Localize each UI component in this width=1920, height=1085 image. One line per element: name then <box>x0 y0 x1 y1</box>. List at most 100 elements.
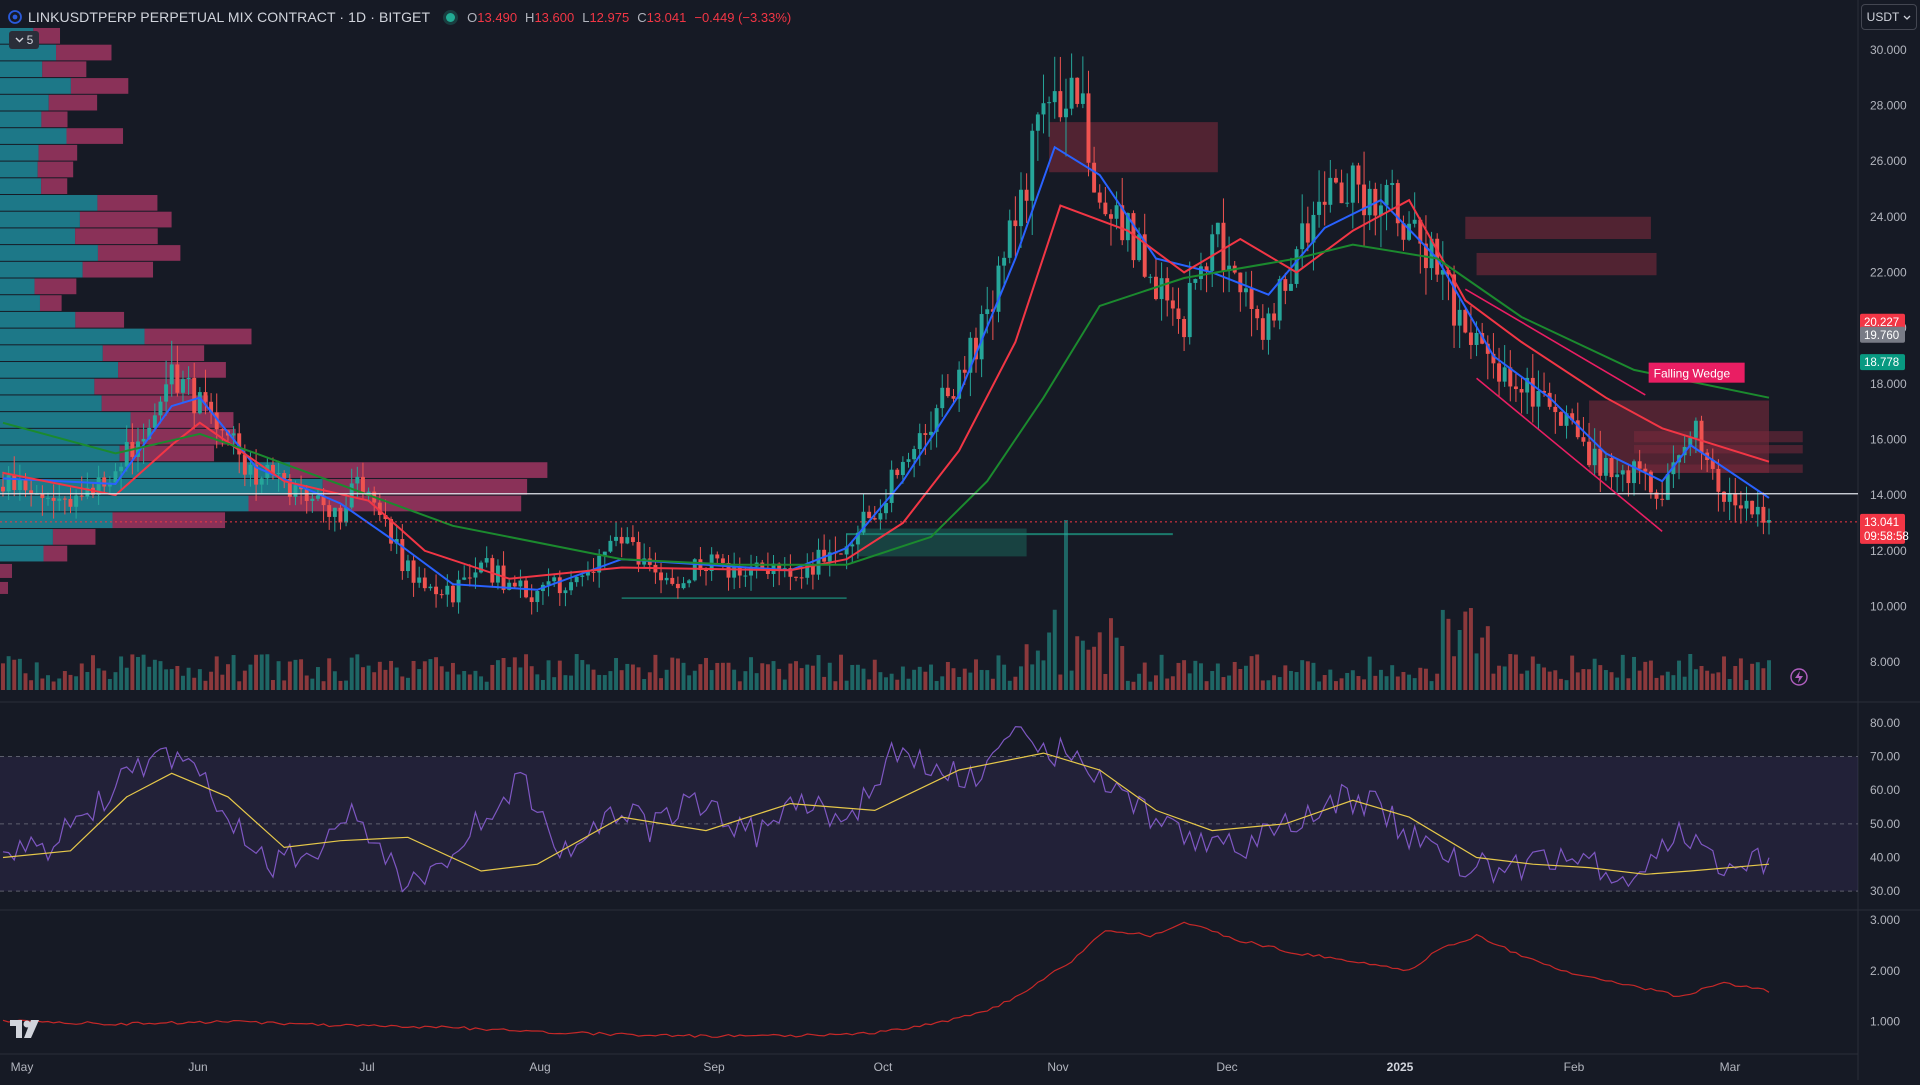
volume-bar <box>1249 656 1254 690</box>
volume-bar <box>23 673 28 690</box>
volume-bar <box>1047 632 1052 690</box>
tradingview-logo-icon[interactable] <box>10 1020 44 1038</box>
volume-bar <box>1182 660 1187 690</box>
volume-bar <box>867 679 872 690</box>
volume-bar <box>1750 663 1755 690</box>
volume-bar <box>107 678 112 690</box>
volume-bar <box>799 668 804 690</box>
candle-body <box>1733 493 1738 506</box>
candle-body <box>619 536 624 544</box>
candle-body <box>484 558 489 563</box>
candle-body <box>1142 234 1147 277</box>
volume-bar <box>1665 671 1670 690</box>
volume-bar <box>597 674 602 690</box>
market-status-icon[interactable] <box>446 12 456 22</box>
volume-bar <box>529 666 534 690</box>
candle-body <box>1452 274 1457 326</box>
profile-bar-down <box>102 345 205 362</box>
profile-bar-down <box>34 278 77 295</box>
volume-bar <box>1210 671 1215 690</box>
candle-body <box>1716 468 1721 492</box>
indicator-collapse-button[interactable]: 5 <box>9 31 39 49</box>
candle-body <box>79 495 84 497</box>
candle-body <box>96 477 101 495</box>
candle-body <box>962 369 967 373</box>
volume-bar <box>546 660 551 690</box>
candle-body <box>237 433 242 455</box>
volume-bar <box>912 669 917 690</box>
candle-body <box>1165 278 1170 301</box>
volume-bar <box>889 673 894 690</box>
currency-select[interactable]: USDT <box>1861 4 1917 30</box>
candle-body <box>799 577 804 579</box>
candle-body <box>1019 189 1023 227</box>
candle-body <box>512 582 517 587</box>
order-block <box>1634 445 1803 454</box>
candle-body <box>1384 184 1389 206</box>
volume-bar <box>1710 673 1715 690</box>
lightning-icon[interactable] <box>1790 668 1808 686</box>
candle-body <box>1390 183 1395 185</box>
volume-bar <box>428 659 433 690</box>
candle-body <box>456 579 461 603</box>
rsi-tick-label: 50.00 <box>1870 817 1900 831</box>
time-tick-label: 2025 <box>1387 1060 1414 1074</box>
rsi-ma-line <box>2 752 1770 875</box>
candle-body <box>1435 238 1440 275</box>
volume-bar <box>1564 680 1569 690</box>
candle-body <box>979 314 984 360</box>
volume-bar <box>1716 672 1721 690</box>
volume-bar <box>1333 681 1338 690</box>
symbol-title[interactable]: LINKUSDTPERP PERPETUAL MIX CONTRACT · 1D… <box>28 9 431 25</box>
candle-body <box>591 571 596 573</box>
volume-bar <box>822 676 827 690</box>
volume-bar <box>1024 644 1029 690</box>
profile-bar-down <box>82 261 154 278</box>
volume-bar <box>985 670 990 690</box>
candle-body <box>805 564 810 578</box>
candle-body <box>630 537 635 543</box>
profile-bar-up <box>0 245 98 261</box>
volume-bar <box>220 674 225 690</box>
volume-bar <box>349 657 354 690</box>
time-tick-label: Aug <box>529 1060 550 1074</box>
volume-bar <box>79 663 84 690</box>
candle-body <box>1317 201 1322 215</box>
countdown-label-text: 09:58:58 <box>1864 531 1909 543</box>
volume-bar <box>136 657 140 690</box>
volume-bar <box>293 659 298 690</box>
candle-body <box>1558 412 1563 426</box>
volume-bar <box>1013 676 1018 690</box>
candle-body <box>1750 500 1755 515</box>
volume-bar <box>259 654 264 690</box>
volume-bar <box>1064 520 1068 690</box>
high-key: H <box>525 9 535 25</box>
candle-body <box>726 562 731 578</box>
volume-bar <box>147 666 152 690</box>
volume-bar <box>1418 667 1423 690</box>
candle-body <box>1170 300 1175 309</box>
candle-body <box>1030 130 1035 201</box>
volume-bar <box>327 658 332 690</box>
candle-body <box>321 495 326 506</box>
volume-bar <box>1378 669 1383 690</box>
profile-bar-up <box>0 94 49 111</box>
volume-bar <box>231 655 236 690</box>
candle-body <box>917 433 922 450</box>
volume-bar <box>270 680 275 690</box>
volume-bar <box>62 671 67 690</box>
candle-body <box>1182 318 1187 338</box>
candle-body <box>1137 234 1142 261</box>
volume-bar <box>1671 675 1676 690</box>
candle-body <box>68 498 73 507</box>
candle-body <box>445 585 450 595</box>
candle-body <box>169 364 174 385</box>
candle-body <box>23 479 28 491</box>
volume-bar <box>321 681 326 690</box>
volume-bar <box>299 659 304 690</box>
volume-bar <box>265 654 270 690</box>
volume-bar <box>602 675 607 690</box>
volume-bar <box>1626 678 1631 690</box>
candle-body <box>906 459 911 462</box>
